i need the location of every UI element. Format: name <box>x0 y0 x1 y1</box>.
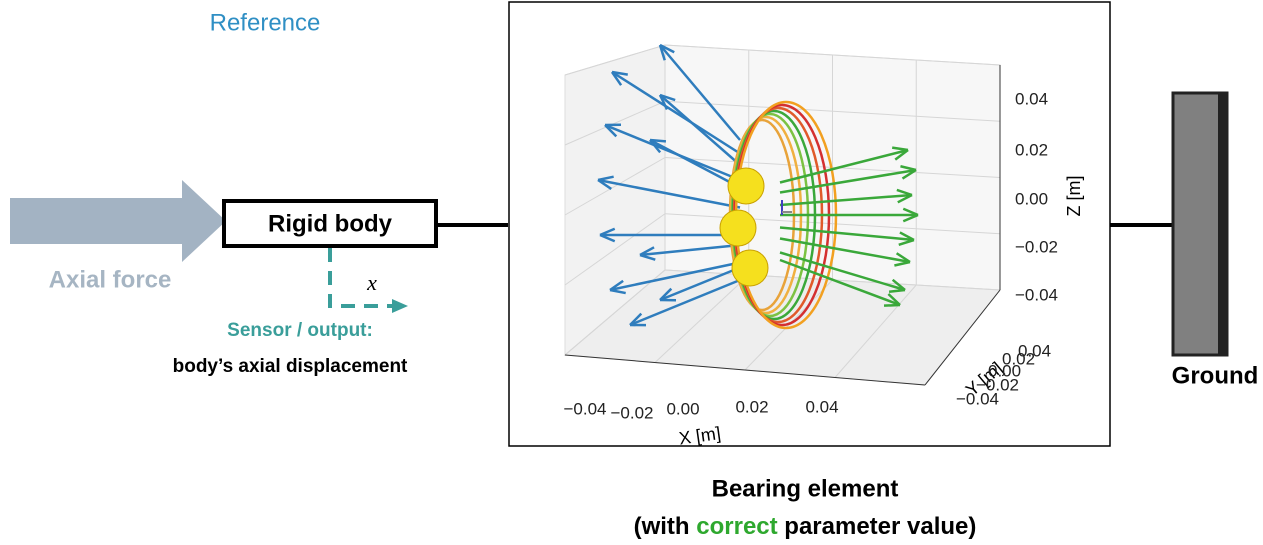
z-tick-label: 0.00 <box>1015 189 1048 208</box>
caption-note-end: parameter value) <box>778 513 977 540</box>
bearing-ball <box>732 250 768 286</box>
x-tick-label: −0.04 <box>563 399 606 418</box>
sensor-description: body’s axial displacement <box>173 356 408 377</box>
diagram: Reference Axial force Rigid body x Senso… <box>0 0 1263 545</box>
caption-title: Bearing element <box>712 475 899 502</box>
z-axis-label: Z [m] <box>1064 176 1084 217</box>
bearing-ball <box>720 210 756 246</box>
force-vector-head <box>884 305 900 306</box>
ground-edge <box>1218 93 1227 355</box>
x-tick-label: −0.02 <box>610 403 653 422</box>
sensor-symbol: x <box>366 270 377 295</box>
rigid-body-label: Rigid body <box>268 210 393 237</box>
x-tick-label: 0.00 <box>666 399 699 418</box>
z-tick-label: −0.02 <box>1015 237 1058 256</box>
z-tick-label: 0.04 <box>1015 89 1048 108</box>
force-arrow <box>10 180 226 262</box>
z-tick-label: 0.02 <box>1015 140 1048 159</box>
bearing-ball <box>728 168 764 204</box>
sensor-path <box>330 248 392 306</box>
y-tick-label: 0.04 <box>1018 341 1051 360</box>
plot-3d <box>565 45 1000 385</box>
x-tick-label: 0.02 <box>735 397 768 416</box>
force-vector-head <box>889 290 905 292</box>
caption-note: (with correct parameter value) <box>634 513 977 540</box>
force-label: Axial force <box>49 266 172 293</box>
sensor-title: Sensor / output: <box>227 320 373 341</box>
ground-label: Ground <box>1172 362 1259 389</box>
z-tick-label: −0.04 <box>1015 285 1058 304</box>
x-tick-label: 0.04 <box>805 397 838 416</box>
reference-title: Reference <box>210 9 321 36</box>
force-vector-head <box>650 140 666 141</box>
caption-note-start: (with <box>634 513 697 540</box>
caption-highlight: correct <box>696 513 777 540</box>
sensor-arrowhead <box>392 299 408 313</box>
